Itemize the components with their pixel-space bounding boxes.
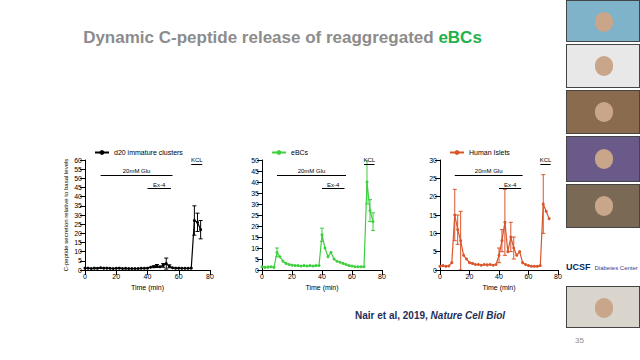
svg-text:60: 60	[175, 273, 183, 280]
svg-text:35: 35	[74, 202, 82, 209]
svg-text:25: 25	[429, 175, 437, 182]
svg-text:5: 5	[255, 256, 259, 263]
svg-text:10: 10	[74, 248, 82, 255]
svg-text:Time (min): Time (min)	[305, 284, 338, 292]
svg-text:0: 0	[260, 273, 264, 280]
svg-text:KCL: KCL	[191, 157, 203, 163]
svg-text:40: 40	[144, 273, 152, 280]
svg-text:Ex-4: Ex-4	[504, 182, 517, 188]
svg-text:20mM Glu: 20mM Glu	[298, 168, 326, 174]
html-text:Nair et al, 2019, Nature Cell: Nair et al, 2019, Nature Cell Biol	[355, 310, 506, 321]
svg-text:80: 80	[554, 273, 562, 280]
svg-text:80: 80	[378, 273, 386, 280]
svg-text:10: 10	[429, 230, 437, 237]
svg-text:Ex-4: Ex-4	[327, 182, 340, 188]
svg-text:20mM Glu: 20mM Glu	[475, 168, 503, 174]
svg-text:Ex-4: Ex-4	[153, 182, 166, 188]
svg-text:80: 80	[206, 273, 214, 280]
svg-text:50: 50	[251, 157, 259, 164]
svg-text:40: 40	[318, 273, 326, 280]
svg-text:60: 60	[525, 273, 533, 280]
svg-text:20: 20	[74, 230, 82, 237]
svg-text:45: 45	[74, 184, 82, 191]
svg-text:5: 5	[433, 248, 437, 255]
svg-text:Human Islets: Human Islets	[469, 149, 510, 156]
svg-text:15: 15	[74, 239, 82, 246]
svg-text:25: 25	[74, 221, 82, 228]
svg-text:Time (min): Time (min)	[131, 284, 164, 292]
svg-text:25: 25	[251, 212, 259, 219]
svg-text:20: 20	[251, 223, 259, 230]
svg-text:30: 30	[74, 212, 82, 219]
svg-text:15: 15	[251, 234, 259, 241]
svg-text:30: 30	[429, 157, 437, 164]
svg-text:Time (min): Time (min)	[482, 284, 515, 292]
svg-text:0: 0	[438, 273, 442, 280]
svg-text:35: 35	[251, 190, 259, 197]
svg-text:60: 60	[348, 273, 356, 280]
svg-text:0: 0	[78, 267, 82, 274]
svg-text:eBCs: eBCs	[291, 149, 309, 156]
html-text:35: 35	[575, 336, 584, 345]
svg-text:55: 55	[74, 166, 82, 173]
svg-text:KCL: KCL	[540, 157, 552, 163]
svg-text:45: 45	[251, 168, 259, 175]
svg-text:KCL: KCL	[363, 157, 375, 163]
svg-text:40: 40	[251, 179, 259, 186]
svg-text:5: 5	[78, 257, 82, 264]
svg-text:20mM Glu: 20mM Glu	[123, 168, 151, 174]
svg-text:20: 20	[466, 273, 474, 280]
svg-text:50: 50	[74, 175, 82, 182]
svg-text:0: 0	[433, 267, 437, 274]
svg-text:60: 60	[74, 157, 82, 164]
svg-text:10: 10	[251, 245, 259, 252]
svg-text:40: 40	[495, 273, 503, 280]
svg-text:20: 20	[112, 273, 120, 280]
svg-text:20: 20	[288, 273, 296, 280]
svg-text:C-peptide secretion relative t: C-peptide secretion relative to basal le…	[63, 159, 69, 272]
svg-text:30: 30	[251, 201, 259, 208]
svg-text:0: 0	[255, 267, 259, 274]
svg-text:15: 15	[429, 212, 437, 219]
svg-text:d20 immature clusters: d20 immature clusters	[114, 149, 183, 156]
svg-text:0: 0	[83, 273, 87, 280]
svg-text:40: 40	[74, 193, 82, 200]
html-text:Dynamic C-peptide release of r: Dynamic C-peptide release of reaggregate…	[83, 28, 482, 47]
html-text:UCSF Diabetes Center: UCSF Diabetes Center	[566, 262, 638, 272]
svg-text:20: 20	[429, 193, 437, 200]
